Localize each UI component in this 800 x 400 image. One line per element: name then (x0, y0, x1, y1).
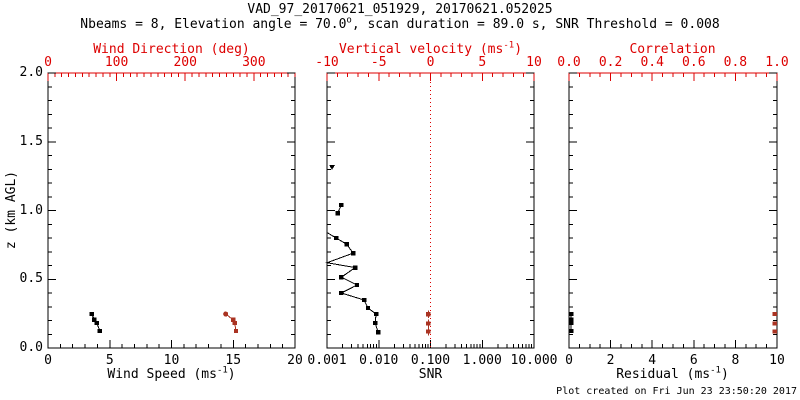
tick-label: 0.001 (307, 353, 347, 368)
tick-label: 15 (225, 353, 242, 368)
created-timestamp: Plot created on Fri Jun 23 23:50:20 2017 (556, 386, 797, 397)
correlation-axis-title: Correlation (629, 42, 716, 57)
tick-label: 100 (104, 55, 129, 70)
tick-label: 0.2 (598, 55, 623, 70)
tick-label: -10 (315, 55, 339, 70)
wind-speed-axis-title: Wind Speed (ms-1) (107, 365, 236, 382)
tick-label: 0.6 (682, 55, 706, 70)
series-vertical-velocity (426, 310, 431, 336)
tick-label: 10.000 (510, 353, 558, 368)
tick-label: 5 (478, 55, 487, 70)
series-snr-profile (325, 164, 381, 335)
tick-label: 0.5 (19, 271, 43, 287)
tick-label: 200 (173, 55, 197, 70)
tick-label: 20 (287, 353, 303, 368)
tick-label: 1.0 (765, 55, 789, 70)
tick-label: 1.0 (19, 202, 43, 218)
tick-label: 0.0 (19, 340, 43, 355)
snr-axis-title: SNR (418, 367, 443, 382)
tick-label: 0.010 (359, 353, 399, 368)
tick-label: 0.100 (410, 353, 451, 368)
vertical-velocity-axis-title: Vertical velocity (ms-1) (338, 40, 523, 57)
page-title: VAD_97_20170621_051929, 20170621.052025 (247, 2, 553, 17)
tick-label: 1.000 (462, 353, 502, 368)
tick-label: 0.0 (557, 55, 581, 70)
tick-label: 0 (44, 55, 52, 70)
tick-label: 10 (769, 353, 785, 368)
tick-label: 0.8 (723, 55, 748, 70)
tick-label: 0 (426, 55, 435, 70)
tick-label: 10 (526, 55, 542, 70)
tick-label: 0 (565, 353, 573, 368)
tick-label: -5 (370, 55, 387, 70)
tick-label: 5 (105, 353, 114, 368)
tick-label: 10 (163, 353, 180, 368)
tick-label: 4 (648, 353, 657, 368)
tick-label: 2.0 (19, 65, 43, 80)
tick-label: 0.4 (640, 55, 664, 70)
series-wind-direction (223, 311, 239, 334)
wind-direction-axis-title: Wind Direction (deg) (93, 42, 250, 57)
tick-label: 6 (689, 353, 698, 368)
tick-label: 0 (44, 353, 52, 368)
tick-label: 1.5 (19, 133, 43, 149)
page-subtitle: Nbeams = 8, Elevation angle = 70.0o, sca… (80, 15, 720, 32)
series-wind-speed (89, 311, 103, 334)
residual-axis-title: Residual (ms-1) (616, 365, 729, 382)
series-residual (568, 311, 574, 334)
tick-label: 2 (606, 353, 615, 368)
tick-label: 8 (731, 353, 740, 368)
series-correlation (772, 311, 778, 334)
tick-label: 300 (242, 55, 266, 70)
